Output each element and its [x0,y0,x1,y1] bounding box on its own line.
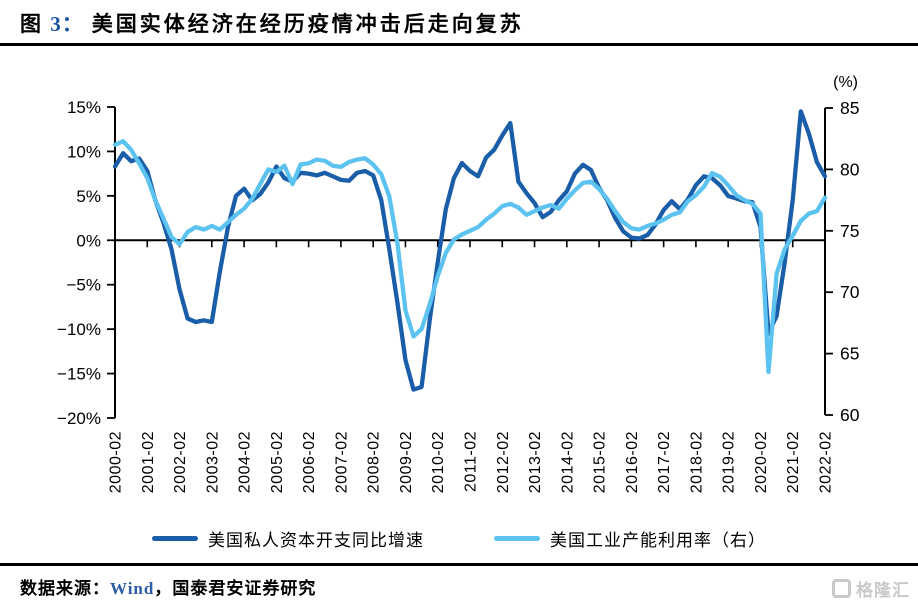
legend-label-capacity: 美国工业产能利用率（右） [550,531,766,550]
figure-label-prefix: 图 [20,12,42,36]
source-wind: Wind [110,579,155,598]
figure-number: 3： [50,12,84,36]
legend-label-capex: 美国私人资本开支同比增速 [208,531,424,550]
footer-divider [0,563,918,566]
y-axis-left-label: 10% [67,142,101,161]
y-axis-right-label: 60 [840,405,860,425]
y-axis-left-label: 0% [76,231,101,250]
data-source: 数据来源：Wind，国泰君安证券研究 [0,566,918,599]
y-axis-right-label: 65 [840,344,859,364]
x-tick-label: 2016-02 [624,431,641,493]
x-tick-label: 2007-02 [333,431,350,493]
gelonghui-watermark-text: 格隆汇 [856,581,910,600]
gelonghui-watermark: 格隆汇 [832,576,910,601]
x-tick-label: 2010-02 [430,431,447,493]
y-axis-left-label: −20% [57,409,101,428]
x-tick-label: 2019-02 [721,431,738,493]
x-tick-label: 2009-02 [398,431,415,493]
legend-item-capex: 美国私人资本开支同比增速 [152,526,424,551]
y-axis-right-label: 85 [840,98,859,118]
x-tick-label: 2012-02 [495,431,512,493]
x-tick-label: 2005-02 [269,431,286,493]
x-tick-label: 2013-02 [527,431,544,493]
x-tick-label: 2021-02 [785,431,802,493]
figure-title: 图 3： 美国实体经济在经历疫情冲击后走向复苏 [0,0,918,41]
y-axis-left-label: 5% [76,187,101,206]
y-axis-right-label: 80 [840,159,860,179]
capacity-line-swatch [494,536,540,541]
y-axis-left-label: −15% [57,365,101,384]
x-tick-label: 2020-02 [753,431,770,493]
legend-item-capacity: 美国工业产能利用率（右） [494,526,766,551]
capex-line-swatch [152,536,198,541]
figure-title-text: 美国实体经济在经历疫情冲击后走向复苏 [91,12,524,36]
x-tick-label: 2004-02 [237,431,254,493]
x-tick-label: 2001-02 [140,431,157,493]
x-tick-label: 2000-02 [108,431,125,493]
y-axis-left-label: 15% [67,98,101,117]
x-tick-label: 2002-02 [172,431,189,493]
gelonghui-logo-icon [832,579,851,598]
x-tick-label: 2014-02 [559,431,576,493]
series-line-0 [112,109,828,392]
y-axis-left-label: −5% [67,276,102,295]
x-tick-label: 2008-02 [366,431,383,493]
source-prefix: 数据来源： [20,579,110,598]
source-rest: ，国泰君安证券研究 [154,579,317,598]
x-tick-label: 2018-02 [688,431,705,493]
dual-axis-line-chart: 15% 10% 5% 0% −5% −10% −15% −20% 85 80 75 70 65 60 (%)… [57,74,860,493]
y-axis-left-label: −10% [57,320,101,339]
x-tick-label: 2003-02 [204,431,221,493]
series-line-1 [112,139,828,375]
chart-legend: 美国私人资本开支同比增速 美国工业产能利用率（右） [0,526,918,551]
x-tick-label: 2015-02 [592,431,609,493]
x-tick-label: 2017-02 [656,431,673,493]
right-axis-unit-label: (%) [833,74,858,91]
x-tick-label: 2022-02 [818,431,835,493]
y-axis-right-label: 75 [840,221,859,241]
y-axis-right-label: 70 [840,282,860,302]
x-tick-label: 2011-02 [463,431,480,492]
title-divider [0,43,918,46]
x-tick-label: 2006-02 [301,431,318,493]
